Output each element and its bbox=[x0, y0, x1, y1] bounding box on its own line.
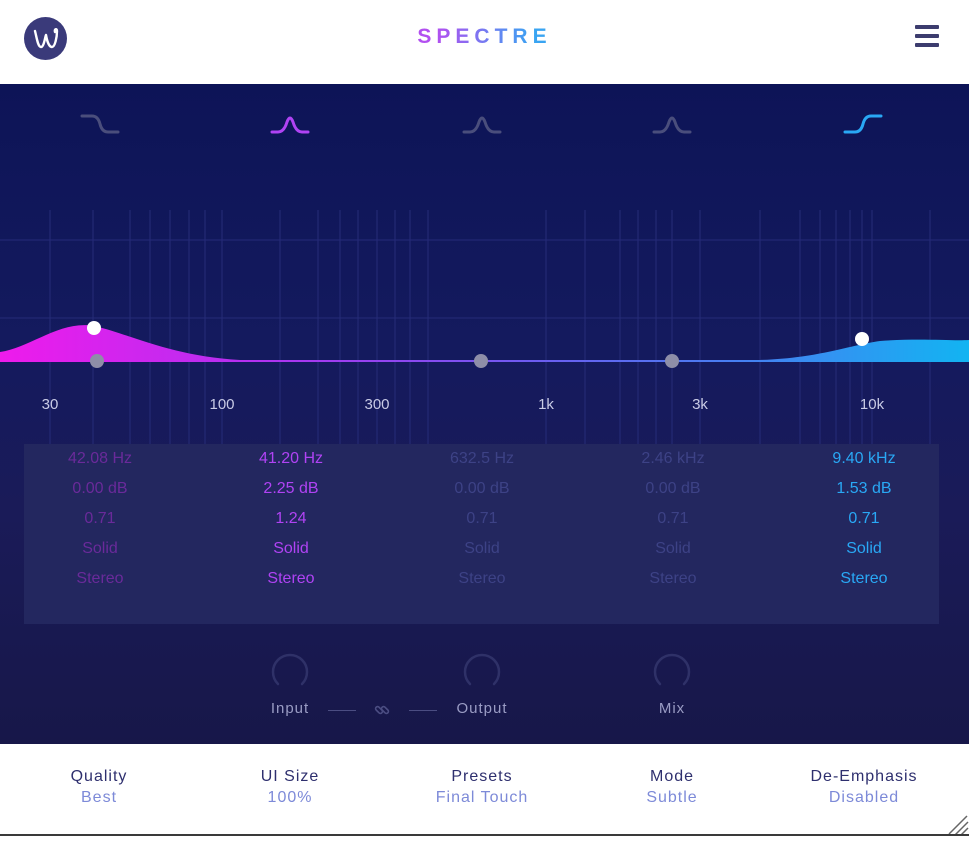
ui-size-value: 100% bbox=[267, 789, 313, 806]
output-knob[interactable] bbox=[462, 652, 502, 692]
band-2-stereo[interactable]: Stereo bbox=[267, 570, 315, 587]
band-4-handle[interactable] bbox=[665, 354, 679, 368]
band-3-frequency[interactable]: 632.5 Hz bbox=[449, 450, 515, 467]
presets-label: Presets bbox=[451, 768, 513, 785]
header-bar: SPECTRE bbox=[0, 0, 969, 84]
band-1-stereo[interactable]: Stereo bbox=[76, 570, 124, 587]
freq-label-100: 100 bbox=[209, 396, 235, 413]
quality-value: Best bbox=[80, 789, 118, 806]
link-line-right bbox=[409, 710, 437, 711]
ui-size-label: UI Size bbox=[260, 768, 320, 785]
eq-graph[interactable] bbox=[0, 84, 969, 744]
presets-setting[interactable]: Presets Final Touch bbox=[436, 768, 529, 807]
band-3-params: 632.5 Hz 0.00 dB 0.71 Solid Stereo bbox=[407, 444, 557, 594]
band-5-mode[interactable]: Solid bbox=[846, 540, 882, 557]
quality-setting[interactable]: Quality Best bbox=[71, 768, 128, 807]
band-2-params: 41.20 Hz 2.25 dB 1.24 Solid Stereo bbox=[216, 444, 366, 594]
bell-filter-icon[interactable] bbox=[652, 108, 692, 138]
low-shelf-icon[interactable] bbox=[80, 108, 120, 138]
mode-value: Subtle bbox=[646, 789, 698, 806]
presets-value: Final Touch bbox=[435, 789, 529, 806]
band-3-mode[interactable]: Solid bbox=[464, 540, 500, 557]
input-knob[interactable] bbox=[270, 652, 310, 692]
footer-bar: Quality Best UI Size 100% Presets Final … bbox=[0, 744, 969, 836]
input-label: Input bbox=[270, 700, 310, 717]
mode-label: Mode bbox=[649, 768, 695, 785]
band-2-mode[interactable]: Solid bbox=[273, 540, 309, 557]
band-5-gain[interactable]: 1.53 dB bbox=[836, 480, 892, 497]
band-3-gain[interactable]: 0.00 dB bbox=[454, 480, 510, 497]
band-4-gain[interactable]: 0.00 dB bbox=[645, 480, 701, 497]
band-1-frequency[interactable]: 42.08 Hz bbox=[67, 450, 133, 467]
output-label: Output bbox=[456, 700, 508, 717]
band-5-params: 9.40 kHz 1.53 dB 0.71 Solid Stereo bbox=[789, 444, 939, 594]
de-emphasis-setting[interactable]: De-Emphasis Disabled bbox=[810, 768, 917, 807]
band-3-stereo[interactable]: Stereo bbox=[458, 570, 506, 587]
band-2-q[interactable]: 1.24 bbox=[275, 510, 307, 527]
bell-filter-icon[interactable] bbox=[270, 108, 310, 138]
band-3-handle[interactable] bbox=[474, 354, 488, 368]
ui-size-setting[interactable]: UI Size 100% bbox=[261, 768, 320, 807]
w-logo-icon[interactable] bbox=[24, 17, 67, 60]
band-parameters-panel: 42.08 Hz 0.00 dB 0.71 Solid Stereo 41.20… bbox=[24, 444, 939, 624]
band-2-handle[interactable] bbox=[87, 321, 101, 335]
band-5-q[interactable]: 0.71 bbox=[848, 510, 880, 527]
link-icon[interactable] bbox=[374, 702, 390, 718]
band-1-gain[interactable]: 0.00 dB bbox=[72, 480, 128, 497]
resize-grip-icon[interactable] bbox=[945, 812, 969, 836]
frequency-grid bbox=[49, 210, 931, 444]
mix-label: Mix bbox=[658, 700, 686, 717]
freq-label-3k: 3k bbox=[692, 396, 708, 413]
band-5-frequency[interactable]: 9.40 kHz bbox=[832, 450, 896, 467]
de-emphasis-label: De-Emphasis bbox=[810, 768, 918, 785]
link-line-left bbox=[328, 710, 356, 711]
freq-label-1k: 1k bbox=[538, 396, 554, 413]
band-2-gain[interactable]: 2.25 dB bbox=[263, 480, 319, 497]
band-5-stereo[interactable]: Stereo bbox=[840, 570, 888, 587]
bell-filter-icon[interactable] bbox=[462, 108, 502, 138]
band-1-mode[interactable]: Solid bbox=[82, 540, 118, 557]
mix-knob[interactable] bbox=[652, 652, 692, 692]
band-4-params: 2.46 kHz 0.00 dB 0.71 Solid Stereo bbox=[598, 444, 748, 594]
app-title: SPECTRE bbox=[0, 25, 969, 49]
band-4-q[interactable]: 0.71 bbox=[657, 510, 689, 527]
band-1-q[interactable]: 0.71 bbox=[84, 510, 116, 527]
freq-label-10k: 10k bbox=[859, 396, 885, 413]
band-5-handle[interactable] bbox=[855, 332, 869, 346]
quality-label: Quality bbox=[70, 768, 128, 785]
band-2-frequency[interactable]: 41.20 Hz bbox=[258, 450, 324, 467]
band-4-mode[interactable]: Solid bbox=[655, 540, 691, 557]
high-shelf-icon[interactable] bbox=[843, 108, 883, 138]
band-3-q[interactable]: 0.71 bbox=[466, 510, 498, 527]
freq-label-300: 300 bbox=[364, 396, 390, 413]
band-1-params: 42.08 Hz 0.00 dB 0.71 Solid Stereo bbox=[25, 444, 175, 594]
band-4-stereo[interactable]: Stereo bbox=[649, 570, 697, 587]
eq-display bbox=[0, 84, 969, 744]
hamburger-menu-icon[interactable] bbox=[913, 24, 939, 50]
freq-label-30: 30 bbox=[41, 396, 59, 413]
de-emphasis-value: Disabled bbox=[828, 789, 900, 806]
bottom-border bbox=[0, 834, 969, 836]
band-4-frequency[interactable]: 2.46 kHz bbox=[641, 450, 705, 467]
mode-setting[interactable]: Mode Subtle bbox=[646, 768, 697, 807]
band-1-handle[interactable] bbox=[90, 354, 104, 368]
